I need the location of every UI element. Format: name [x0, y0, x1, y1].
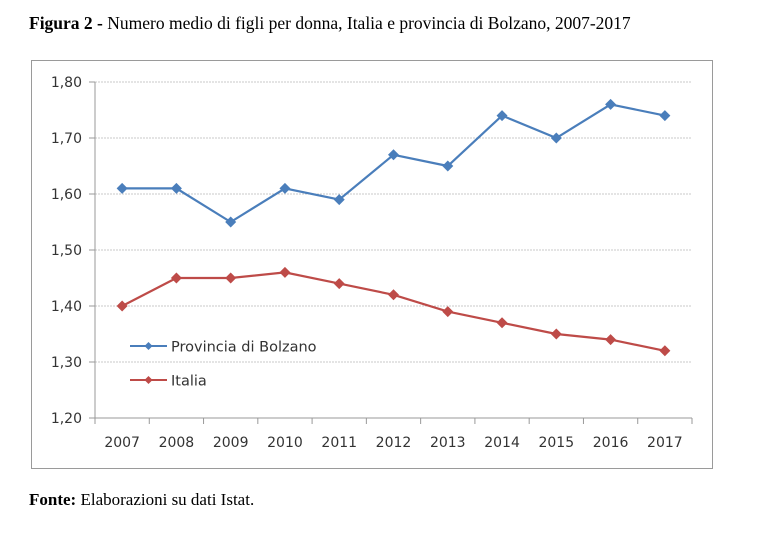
x-tick-label: 2013: [430, 435, 466, 451]
data-point-marker: [659, 110, 671, 122]
x-axis-ticks: 2007 2008 2009 2010 2011 2012 2013 2014 2015 2016…: [94, 418, 693, 451]
legend-label: Provincia di Bolzano: [171, 340, 317, 356]
data-point-marker: [333, 278, 345, 290]
x-tick-label: 2007: [104, 435, 140, 451]
x-tick-label: 2014: [484, 435, 520, 451]
data-point-marker: [279, 182, 291, 194]
series-italia: [116, 266, 671, 357]
data-point-marker: [496, 317, 508, 329]
data-point-marker: [170, 182, 182, 194]
x-tick-label: 2015: [538, 435, 574, 451]
series-provincia-di-bolzano: [116, 98, 671, 228]
data-point-marker: [225, 216, 237, 228]
data-point-marker: [550, 328, 562, 340]
legend-marker: [144, 376, 153, 384]
legend-item: Provincia di Bolzano: [130, 340, 317, 356]
source-label: Fonte:: [29, 490, 77, 509]
x-tick-label: 2011: [321, 435, 357, 451]
gridlines: [95, 81, 692, 363]
data-point-marker: [605, 334, 617, 346]
data-point-marker: [605, 98, 617, 110]
data-point-marker: [225, 272, 237, 284]
y-tick-label: 1,60: [51, 187, 82, 203]
source-note: Fonte: Elaborazioni su dati Istat.: [29, 490, 254, 510]
y-tick-label: 1,70: [51, 131, 82, 147]
figure-title: Figura 2 - Numero medio di figli per don…: [29, 13, 631, 34]
chart-frame: [31, 60, 713, 469]
series-group: [116, 98, 671, 357]
y-tick-label: 1,20: [51, 411, 82, 427]
figure-title-label: Figura 2 -: [29, 13, 103, 33]
y-tick-label: 1,30: [51, 355, 82, 371]
y-tick-label: 1,40: [51, 299, 82, 315]
y-tick-label: 1,50: [51, 243, 82, 259]
data-point-marker: [170, 272, 182, 284]
legend-item: Italia: [130, 374, 207, 390]
x-tick-label: 2017: [647, 435, 683, 451]
data-point-marker: [388, 149, 399, 161]
data-point-marker: [659, 345, 671, 357]
legend: Provincia di Bolzano Italia: [130, 340, 317, 390]
y-tick-label: 1,80: [51, 75, 82, 91]
y-axis-ticks: 1,20 1,30 1,40 1,50 1,60 1,70 1,80: [51, 75, 95, 427]
data-point-marker: [333, 194, 345, 206]
x-tick-label: 2008: [159, 435, 195, 451]
data-point-marker: [496, 110, 508, 122]
data-point-marker: [442, 306, 454, 318]
data-point-marker: [116, 300, 128, 312]
x-tick-label: 2010: [267, 435, 303, 451]
figure-title-text: Numero medio di figli per donna, Italia …: [102, 13, 631, 33]
x-tick-label: 2012: [376, 435, 412, 451]
data-point-marker: [116, 182, 128, 194]
x-tick-label: 2016: [593, 435, 629, 451]
legend-label: Italia: [171, 374, 207, 390]
x-tick-label: 2009: [213, 435, 249, 451]
data-point-marker: [550, 132, 562, 144]
series-line: [122, 103, 666, 224]
data-point-marker: [279, 266, 291, 278]
legend-marker: [144, 342, 153, 350]
data-point-marker: [388, 289, 399, 301]
data-point-marker: [442, 160, 454, 172]
source-text: Elaborazioni su dati Istat.: [76, 490, 255, 509]
